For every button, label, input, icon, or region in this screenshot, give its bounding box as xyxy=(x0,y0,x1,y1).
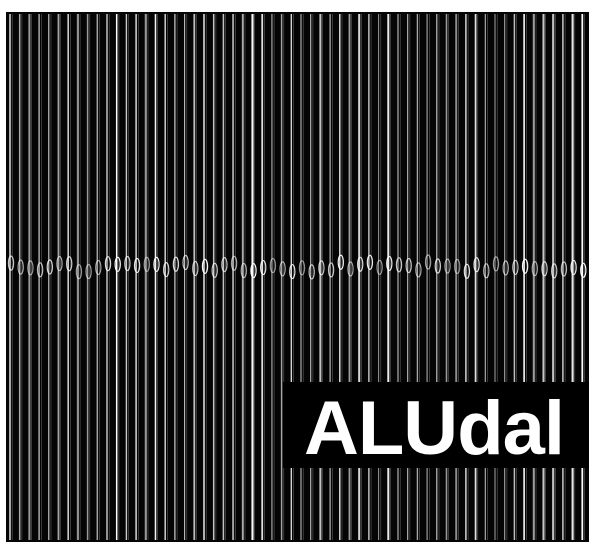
needle-eye xyxy=(201,258,209,274)
needle-eye xyxy=(56,255,63,272)
needle-eye xyxy=(502,260,509,276)
needle-eye xyxy=(415,262,422,278)
needle-eye xyxy=(473,257,480,273)
needle-eye xyxy=(357,256,364,272)
needle-eye xyxy=(104,256,112,272)
needle-eye xyxy=(483,263,490,279)
needle-eye xyxy=(7,255,15,271)
needle-eye xyxy=(36,262,44,278)
needle-eye xyxy=(580,262,587,278)
needle-eye xyxy=(182,254,189,271)
needle-eye xyxy=(85,263,92,280)
needle-eye xyxy=(211,262,218,278)
needle-eye xyxy=(221,257,228,273)
brand-box xyxy=(283,382,589,468)
needle-eye xyxy=(162,261,170,278)
needle-eye xyxy=(541,261,548,277)
needle-eye xyxy=(269,257,277,274)
brand-name: ALUdal xyxy=(304,386,564,471)
needle-eye xyxy=(570,259,577,276)
needle-eye xyxy=(143,256,150,272)
needle-eye xyxy=(240,262,247,279)
needle-eye xyxy=(308,264,315,280)
needle-eye xyxy=(230,255,238,271)
needle-eye xyxy=(192,260,199,277)
needle-eye xyxy=(531,261,539,277)
needle-eye xyxy=(172,256,180,272)
needle-eye xyxy=(124,255,131,272)
needle-eye xyxy=(114,256,121,272)
needle-eye xyxy=(454,258,461,275)
needle-eye xyxy=(327,262,335,278)
needle-eye xyxy=(376,259,383,275)
needle-eye xyxy=(260,259,267,276)
needle-eye xyxy=(560,261,568,277)
needle-eye xyxy=(17,259,24,275)
needle-eye xyxy=(337,254,344,270)
needle-eye xyxy=(289,263,296,280)
needle-eye xyxy=(95,259,102,276)
needle-eye xyxy=(279,261,286,277)
needle-eye xyxy=(434,258,441,274)
needles xyxy=(7,14,587,540)
needle-eye xyxy=(492,256,500,272)
needle-eye xyxy=(27,260,34,276)
needle-eye xyxy=(405,257,412,274)
needle-eye xyxy=(463,263,471,279)
needle-eye xyxy=(521,258,529,274)
needle-eye xyxy=(366,254,374,270)
needle-eye xyxy=(395,257,403,273)
needle-eye xyxy=(133,257,141,274)
needle-eye xyxy=(444,258,451,274)
needle-eye xyxy=(386,255,393,272)
needle-eye xyxy=(250,263,257,279)
needle-eye xyxy=(65,256,73,272)
needle-eye xyxy=(318,260,325,276)
needle-eye xyxy=(298,260,306,276)
needle-eye xyxy=(551,263,558,279)
needle-eye xyxy=(153,256,160,272)
needle-eye xyxy=(46,259,54,275)
needle-eye xyxy=(347,261,354,277)
needle-eye xyxy=(512,259,519,275)
needle-eye xyxy=(75,264,83,280)
needle-eye xyxy=(424,254,432,270)
